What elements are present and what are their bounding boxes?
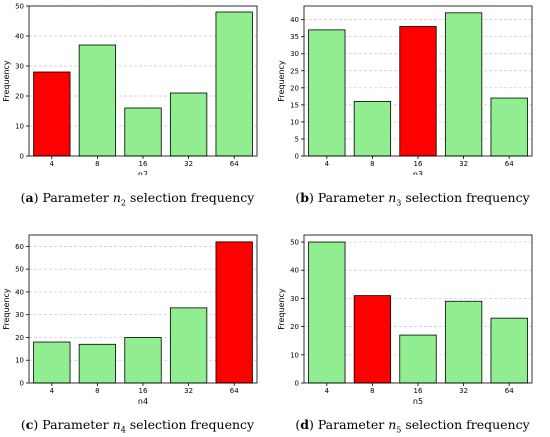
bar-4 <box>33 71 71 157</box>
caption-d: (d) Parameter n5 selection frequency <box>295 417 530 435</box>
y-tick-label: 30 <box>15 311 24 319</box>
x-tick-label: 8 <box>95 160 99 168</box>
bar-64 <box>215 11 253 157</box>
y-axis-label: Frequency <box>2 288 11 330</box>
x-tick-label: 32 <box>459 160 468 168</box>
bar-64 <box>490 97 528 157</box>
caption-c: (c) Parameter n4 selection frequency <box>20 417 255 435</box>
y-tick-label: 20 <box>15 334 24 342</box>
x-tick-label: 16 <box>414 387 423 395</box>
bar-64 <box>490 317 528 384</box>
x-tick-label: 16 <box>139 160 148 168</box>
bar-4 <box>33 341 71 384</box>
x-tick-label: 4 <box>50 387 55 395</box>
caption-a: (a) Parameter n2 selection frequency <box>20 190 255 208</box>
plot-frame <box>303 234 533 384</box>
x-axis-label: n4 <box>138 397 148 406</box>
x-tick-label: 32 <box>184 160 193 168</box>
y-tick-label: 60 <box>15 243 24 251</box>
y-tick-label: 20 <box>290 84 299 92</box>
y-axis-label: Frequency <box>277 288 286 330</box>
y-tick-label: 10 <box>15 357 24 365</box>
caption-b: (b) Parameter n3 selection frequency <box>295 190 530 208</box>
bar-8 <box>353 295 392 384</box>
x-tick-label: 4 <box>325 387 330 395</box>
y-tick-label: 40 <box>15 288 24 296</box>
y-tick-label: 20 <box>15 93 24 101</box>
x-tick-label: 32 <box>184 387 193 395</box>
x-tick-label: 8 <box>95 387 99 395</box>
plot-frame <box>28 234 258 384</box>
x-tick-label: 4 <box>325 160 330 168</box>
y-axis-label: Frequency <box>277 60 286 102</box>
y-tick-label: 0 <box>20 380 24 388</box>
y-tick-label: 40 <box>15 33 24 41</box>
bar-8 <box>78 44 117 157</box>
bar-4 <box>308 29 346 157</box>
y-tick-label: 5 <box>295 135 299 143</box>
x-tick-label: 8 <box>370 160 374 168</box>
x-tick-label: 16 <box>414 160 423 168</box>
chart-panel-d: 0 10 20 30 40 50 4 8 16 32 64 n5 Frequency <box>277 234 533 406</box>
bar-8 <box>78 343 117 384</box>
y-tick-label: 30 <box>290 50 299 58</box>
y-tick-label: 15 <box>290 101 299 109</box>
y-tick-label: 25 <box>290 67 299 75</box>
bar-8 <box>353 101 392 157</box>
x-tick-label: 8 <box>370 387 374 395</box>
y-tick-label: 0 <box>295 380 299 388</box>
x-tick-label: 64 <box>505 160 514 168</box>
y-tick-label: 50 <box>15 266 24 274</box>
y-tick-label: 40 <box>290 267 299 275</box>
bar-32 <box>444 300 483 384</box>
chart-panel-b: 0 5 10 15 20 25 30 35 40 4 8 16 32 64 n3 Frequency <box>277 5 533 175</box>
y-axis-label: Frequency <box>2 60 11 102</box>
y-tick-label: 40 <box>290 16 299 24</box>
x-tick-label: 32 <box>459 387 468 395</box>
y-tick-label: 50 <box>290 239 299 247</box>
bar-16 <box>124 107 162 157</box>
y-tick-label: 30 <box>290 295 299 303</box>
x-tick-label: 4 <box>50 160 55 168</box>
y-tick-label: 0 <box>295 153 299 161</box>
y-tick-label: 0 <box>20 153 24 161</box>
x-axis-label: n2 <box>138 170 148 175</box>
plot-frame <box>303 5 533 157</box>
x-axis-label: n5 <box>413 397 423 406</box>
chart-panel-c: 0 10 20 30 40 50 60 4 8 16 32 64 n4 Frequency <box>2 234 258 406</box>
y-tick-label: 30 <box>15 63 24 71</box>
bar-16 <box>124 337 162 384</box>
bar-64 <box>215 241 253 384</box>
bar-16 <box>399 26 437 157</box>
y-tick-label: 10 <box>290 118 299 126</box>
y-tick-label: 50 <box>15 3 24 11</box>
bar-32 <box>444 12 483 157</box>
y-tick-label: 35 <box>290 33 299 41</box>
bar-32 <box>169 92 208 157</box>
bar-32 <box>169 307 208 384</box>
y-tick-label: 20 <box>290 323 299 331</box>
chart-panel-a: 0 10 20 30 40 50 4 8 16 32 64 n2 Frequency <box>2 3 258 175</box>
x-tick-label: 64 <box>230 387 239 395</box>
plot-frame <box>28 5 258 157</box>
x-axis-label: n3 <box>413 170 423 175</box>
bar-4 <box>308 241 346 384</box>
x-tick-label: 64 <box>230 160 239 168</box>
y-tick-label: 10 <box>290 351 299 359</box>
y-tick-label: 10 <box>15 123 24 131</box>
x-tick-label: 16 <box>139 387 148 395</box>
x-tick-label: 64 <box>505 387 514 395</box>
bar-16 <box>399 334 437 384</box>
